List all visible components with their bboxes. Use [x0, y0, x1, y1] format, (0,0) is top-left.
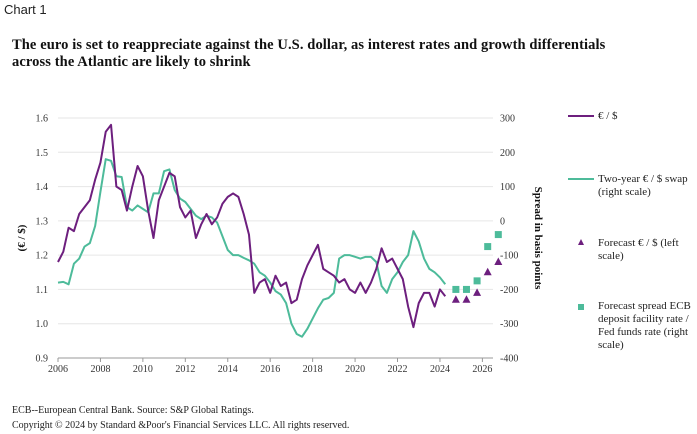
y-axis-right: -400 -300 -200 -100 0 100 200 300 — [500, 114, 518, 365]
legend-label-swap: Two-year € / $ swap (right scale) — [598, 173, 688, 198]
x-tick-label: 2006 — [48, 364, 68, 375]
forecast-spread-marker — [494, 231, 502, 239]
y-axis-left-title: (€ / $) — [16, 224, 28, 251]
legend-swatch-forecast-spread — [578, 304, 584, 310]
legend — [568, 115, 594, 310]
y-tick-label: 0.9 — [36, 354, 49, 365]
y2-tick-label: -100 — [500, 251, 518, 262]
legend-label-forecast-eurusd: Forecast € / $ (left scale) — [598, 237, 679, 262]
y2-tick-label: -300 — [500, 319, 518, 330]
chart-title: The euro is set to reappreciate against … — [12, 37, 606, 70]
y2-tick-label: 300 — [500, 114, 515, 125]
footer-copyright: Copyright © 2024 by Standard &Poor's Fin… — [12, 420, 350, 431]
forecast-eurusd-marker — [462, 295, 471, 303]
legend-swatch-forecast-eurusd — [578, 239, 584, 245]
y-tick-label: 1.6 — [36, 114, 49, 125]
forecast-spread-marker — [473, 277, 481, 285]
y2-tick-label: 100 — [500, 182, 515, 193]
x-tick-label: 2018 — [303, 364, 323, 375]
y2-tick-label: 0 — [500, 216, 505, 227]
forecast-spread-marker — [452, 285, 460, 293]
y-tick-label: 1.4 — [36, 182, 49, 193]
y-tick-label: 1.2 — [36, 251, 49, 262]
x-tick-label: 2020 — [345, 364, 365, 375]
y-tick-label: 1.5 — [36, 148, 49, 159]
series-line-eurusd — [57, 123, 447, 329]
chart-number-label: Chart 1 — [4, 2, 47, 17]
x-tick-label: 2012 — [175, 364, 195, 375]
forecast-eurusd-marker — [494, 257, 503, 265]
x-tick-label: 2026 — [472, 364, 492, 375]
y-tick-label: 1.3 — [36, 216, 49, 227]
y-tick-label: 1.0 — [36, 319, 49, 330]
forecast-eurusd-marker — [483, 267, 492, 276]
footer-note: ECB--European Central Bank. Source: S&P … — [12, 405, 254, 416]
x-tick-label: 2014 — [218, 364, 238, 375]
forecast-eurusd-marker — [451, 295, 460, 303]
y-tick-label: 1.1 — [36, 285, 49, 296]
series-group — [57, 123, 503, 338]
y-axis-left: 0.9 1.0 1.1 1.2 1.3 1.4 1.5 1.6 — [36, 114, 49, 365]
y-axis-right-title: Spread in basis points — [532, 187, 544, 291]
forecast-eurusd-marker — [473, 288, 482, 296]
y2-tick-label: -400 — [500, 354, 518, 365]
legend-label-eurusd: € / $ — [598, 110, 618, 122]
x-tick-label: 2016 — [260, 364, 280, 375]
legend-label-forecast-spread: Forecast spread ECB deposit facility rat… — [598, 300, 691, 351]
x-tick-label: 2010 — [133, 364, 153, 375]
x-tick-label: 2024 — [430, 364, 450, 375]
y2-tick-label: -200 — [500, 285, 518, 296]
x-tick-label: 2008 — [90, 364, 110, 375]
y2-tick-label: 200 — [500, 148, 515, 159]
forecast-spread-marker — [484, 243, 492, 251]
x-axis: 2006 2008 2010 2012 2014 2016 2018 2020 2022 2024… — [48, 357, 493, 375]
gridlines — [58, 117, 493, 325]
forecast-spread-marker — [462, 285, 470, 293]
x-tick-label: 2022 — [388, 364, 408, 375]
